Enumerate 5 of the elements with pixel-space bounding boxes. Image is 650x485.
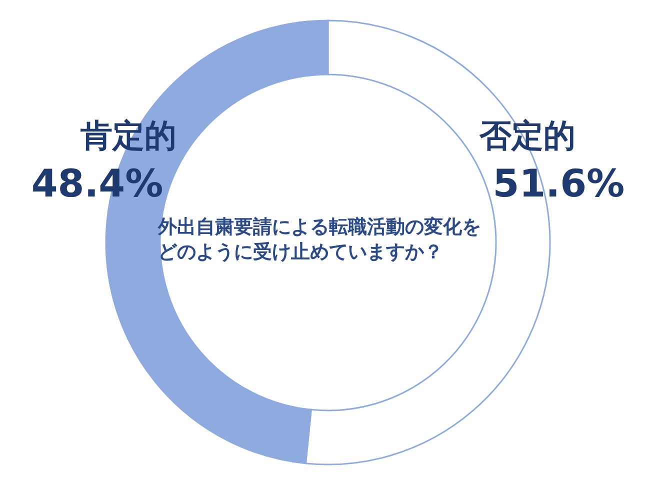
slice-label: 肯定的 <box>79 118 176 154</box>
text: 外出自粛要請による転職活動の変化をどのように受け止めていますか？ <box>157 216 481 263</box>
data-label: 51.6% <box>492 162 625 206</box>
slice-label: 否定的 <box>478 118 576 154</box>
data-label: 48.4% <box>31 162 164 206</box>
